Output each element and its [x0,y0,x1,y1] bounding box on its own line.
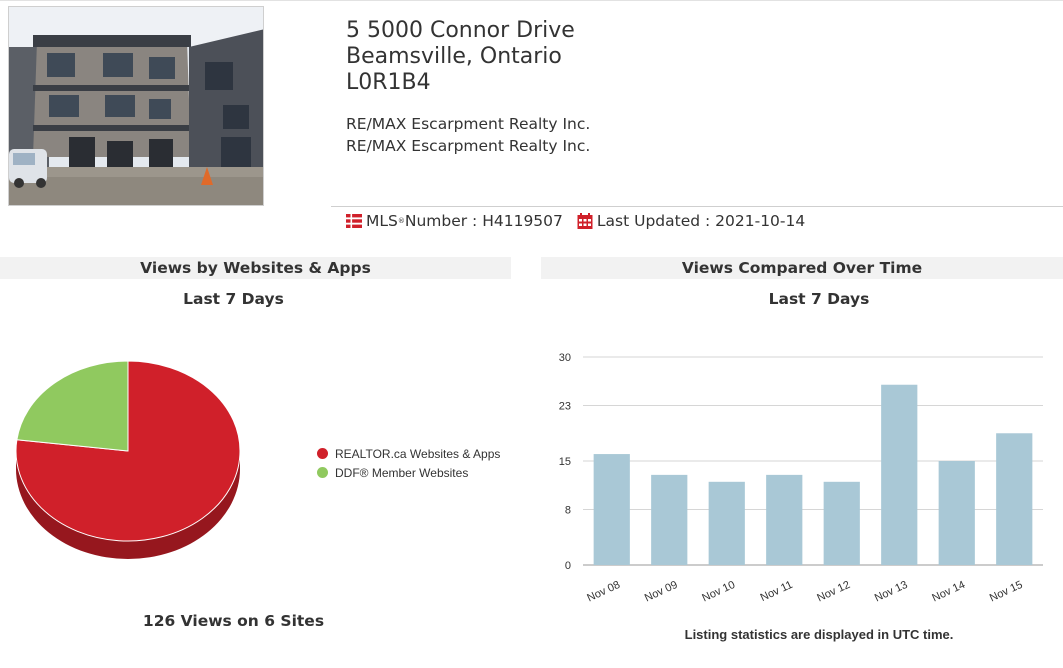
x-tick-label: Nov 11 [759,579,795,604]
views-bar-chart: 0 8 15 23 30 Nov 08 Nov 09 Nov 10 Nov 11 Nov 12 No… [559,352,1043,605]
mls-number: Number : H4119507 [404,212,563,230]
meta-divider [331,206,1063,207]
legend-label-realtor: REALTOR.ca Websites & Apps [335,446,501,461]
calendar-icon [577,213,593,229]
bar-nov-08[interactable] [593,454,630,565]
bar-nov-09[interactable] [651,474,688,565]
x-tick-label: Nov 14 [930,579,967,605]
legend-item-realtor[interactable]: REALTOR.ca Websites & Apps [317,444,500,463]
legend-swatch-realtor [317,448,328,459]
brokerage-name-2: RE/MAX Escarpment Realty Inc. [346,137,591,155]
mls-registered-mark: ® [397,217,405,225]
bar-nov-12[interactable] [823,481,860,565]
y-tick-label: 15 [559,456,571,468]
listing-photo[interactable] [8,6,264,206]
pie-slice-ddf[interactable] [16,360,129,452]
sites-panel-title: Views by Websites & Apps [0,257,511,279]
legend-item-ddf[interactable]: DDF® Member Websites [317,463,500,482]
x-tick-label: Nov 12 [815,579,852,605]
x-tick-label: Nov 09 [643,579,680,605]
listing-photo-image [9,7,263,205]
last-updated: Last Updated : 2021-10-14 [596,212,806,230]
y-tick-label: 30 [559,352,571,364]
bar-nov-11[interactable] [766,474,803,565]
pie-legend: REALTOR.ca Websites & Apps DDF® Member W… [317,444,500,482]
address-line-3: L0R1B4 [346,70,431,95]
legend-swatch-ddf [317,467,328,478]
bar-nov-10[interactable] [708,481,745,565]
y-tick-label: 8 [565,505,571,517]
bar-nov-13[interactable] [881,384,918,565]
address-line-2: Beamsville, Ontario [346,44,562,69]
x-tick-label: Nov 08 [585,579,622,605]
sites-pie-chart [15,360,241,559]
sites-panel-subtitle: Last 7 Days [183,290,284,308]
brokerage-name-1: RE/MAX Escarpment Realty Inc. [346,115,591,133]
pie-side-realtor [16,451,240,559]
mls-list-icon [346,213,362,229]
legend-label-ddf: DDF® Member Websites [335,465,469,480]
bar-nov-15[interactable] [996,433,1033,565]
x-tick-label: Nov 13 [873,579,910,605]
listing-address-block: 5 5000 Connor Drive Beamsville, Ontario … [346,18,1026,157]
address-line-1: 5 5000 Connor Drive [346,18,575,43]
y-tick-label: 0 [565,560,571,572]
y-tick-label: 23 [559,401,571,413]
time-panel-title: Views Compared Over Time [541,257,1063,279]
mls-label: MLS [366,212,398,230]
utc-note: Listing statistics are displayed in UTC … [684,627,954,642]
views-total: 126 Views on 6 Sites [142,612,325,630]
bar-nov-14[interactable] [938,461,975,565]
listing-meta-bar: MLS ® Number : H4119507 Last Updated : 20… [346,210,805,232]
top-divider [0,0,1063,1]
time-panel-subtitle: Last 7 Days [768,290,870,308]
x-tick-label: Nov 15 [988,579,1025,605]
x-tick-label: Nov 10 [700,579,737,605]
brokerage-block: RE/MAX Escarpment Realty Inc. RE/MAX Esc… [346,113,1026,157]
